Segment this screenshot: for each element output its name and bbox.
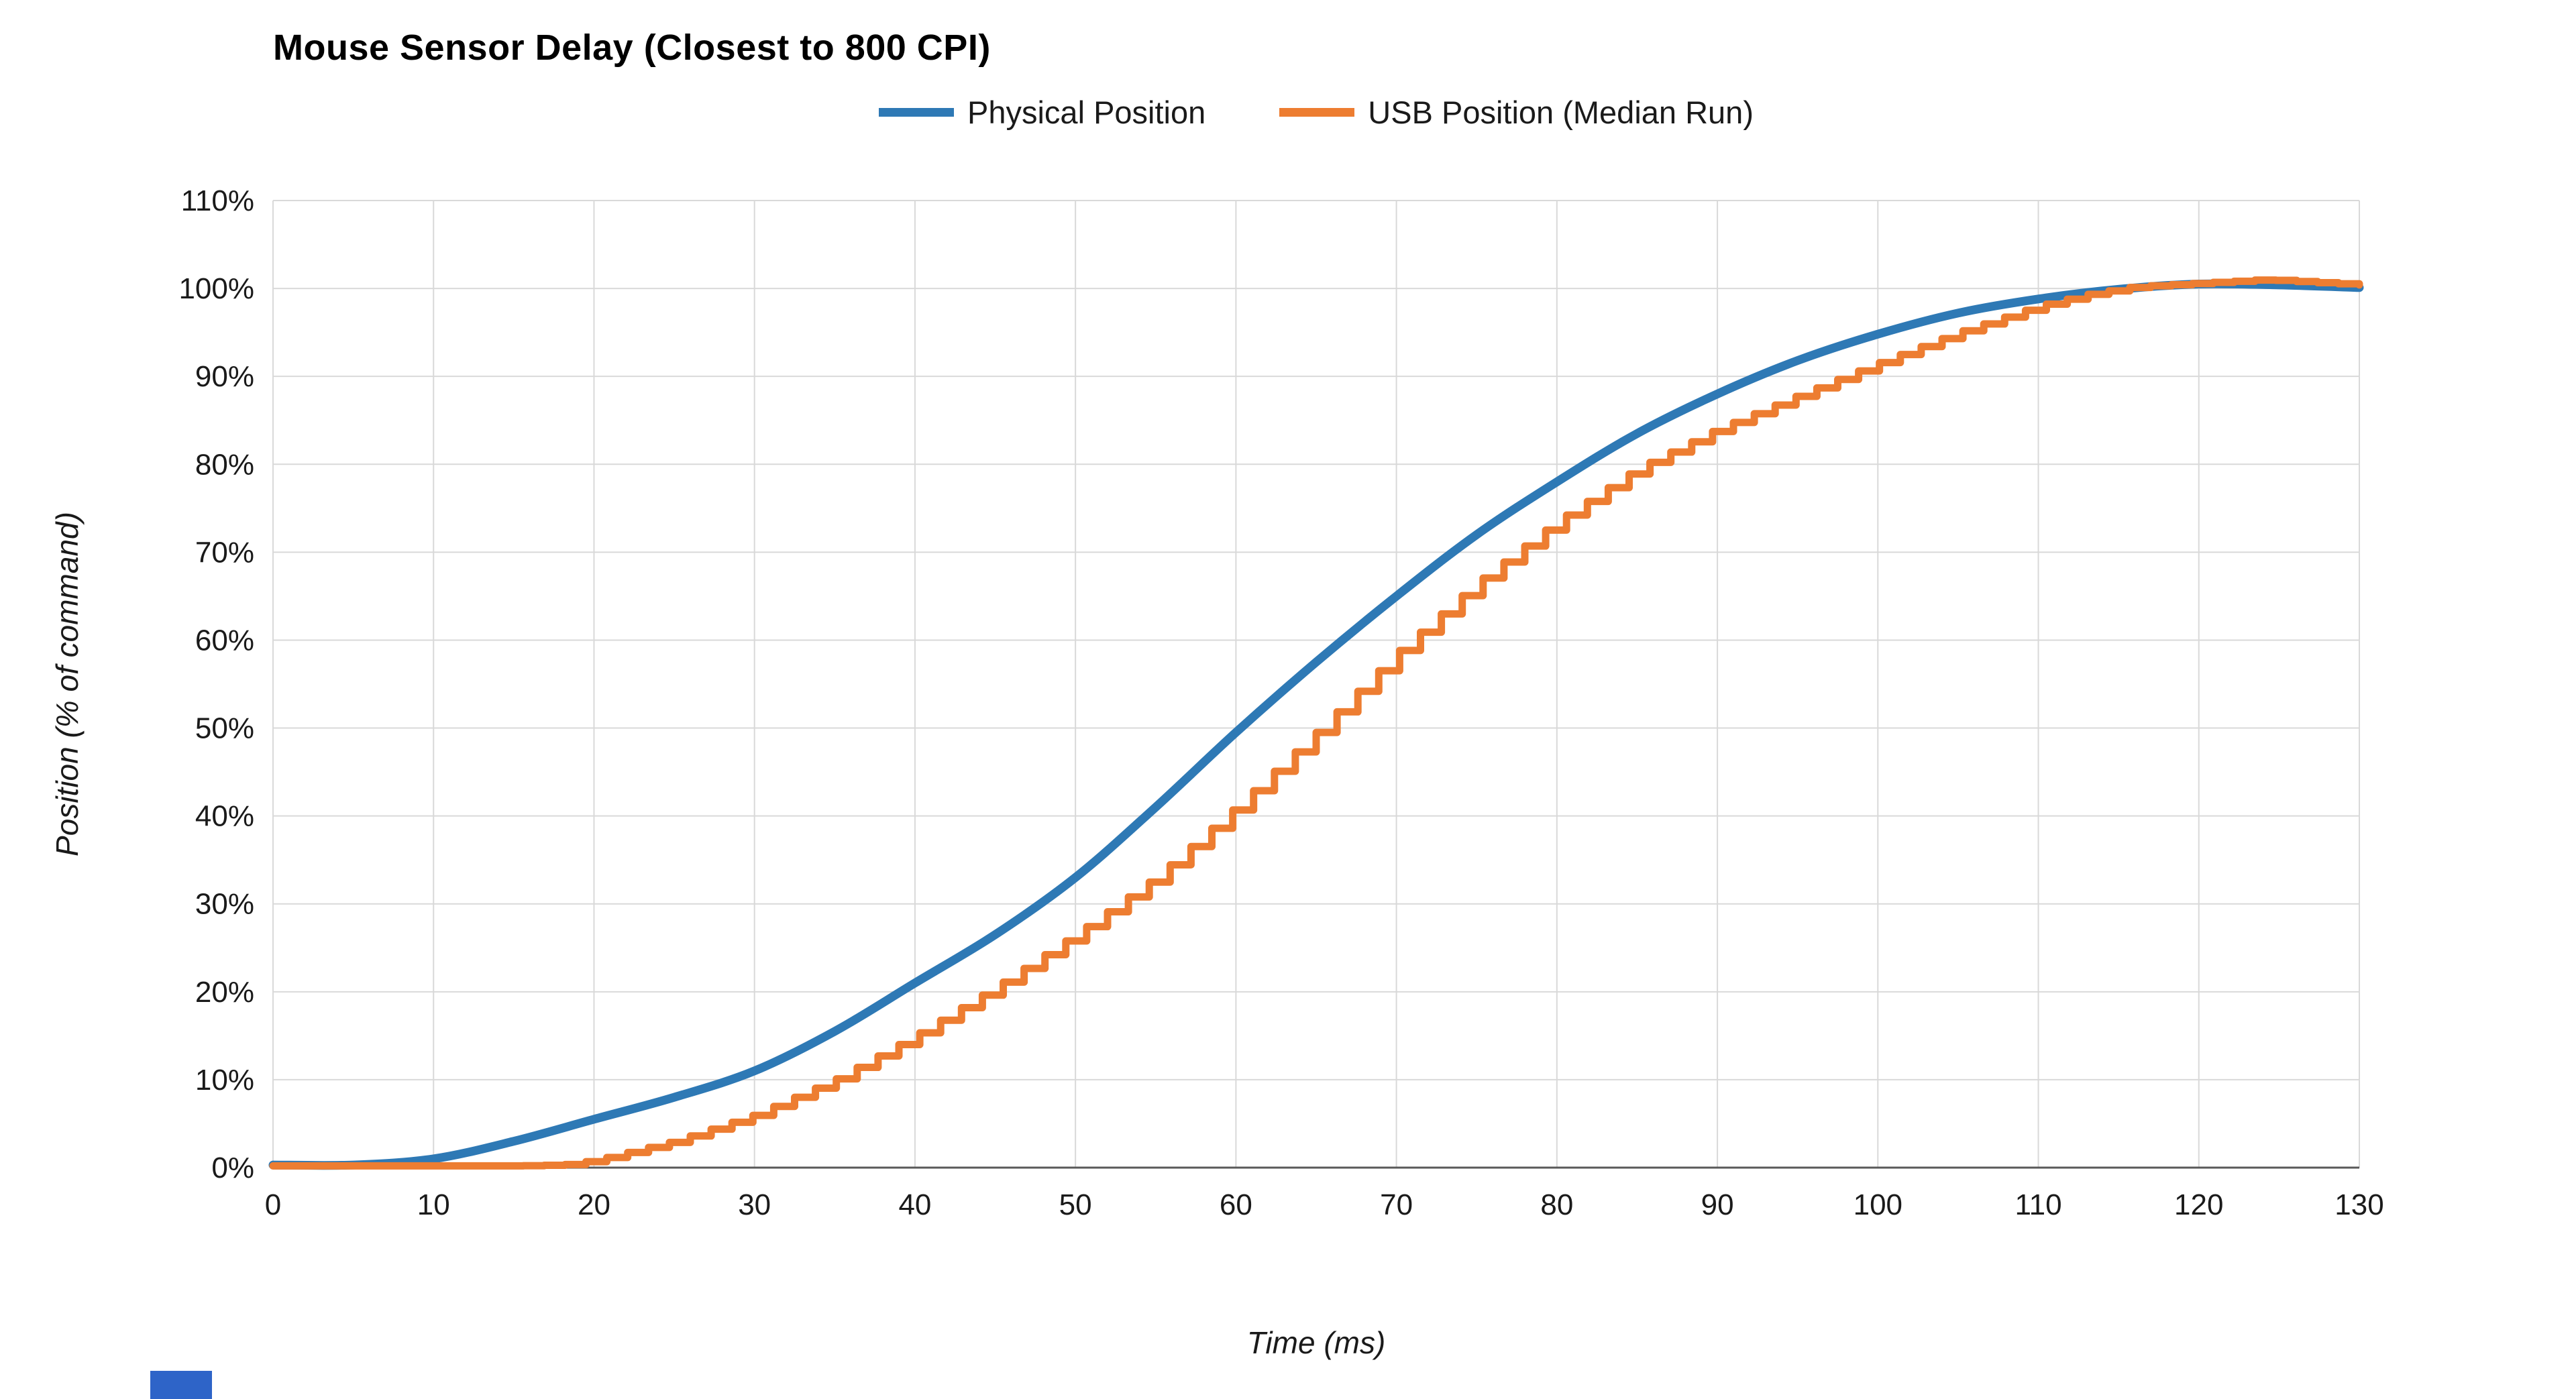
svg-text:130: 130 [2334,1188,2383,1221]
svg-text:30%: 30% [195,888,254,921]
legend-swatch-usb-position [1279,108,1355,117]
svg-text:0%: 0% [211,1152,254,1184]
legend-label-usb-position: USB Position (Median Run) [1368,95,1754,130]
taskbar-fragment [150,1371,212,1399]
svg-text:40%: 40% [195,800,254,833]
svg-text:90%: 90% [195,360,254,393]
svg-text:10%: 10% [195,1064,254,1097]
svg-text:110: 110 [2015,1188,2061,1221]
svg-text:20: 20 [578,1188,610,1221]
legend-swatch-physical-position [879,108,954,117]
svg-text:20%: 20% [195,976,254,1009]
svg-text:90: 90 [1701,1188,1734,1221]
svg-text:80%: 80% [195,448,254,481]
legend-item-usb-position: USB Position (Median Run) [1279,94,1754,131]
svg-text:50: 50 [1059,1188,1092,1221]
svg-text:30: 30 [738,1188,771,1221]
svg-text:70: 70 [1380,1188,1413,1221]
svg-text:60%: 60% [195,624,254,657]
svg-text:100: 100 [1854,1188,1902,1221]
x-axis-title: Time (ms) [1246,1325,1386,1360]
svg-text:110%: 110% [181,184,254,217]
legend-item-physical-position: Physical Position [879,94,1205,131]
svg-text:0: 0 [265,1188,281,1221]
svg-text:40: 40 [898,1188,931,1221]
svg-text:10: 10 [417,1188,450,1221]
svg-text:50%: 50% [195,712,254,745]
y-axis-title: Position (% of command) [50,512,85,856]
chart-legend: Physical Position USB Position (Median R… [273,94,2359,131]
svg-text:70%: 70% [195,536,254,569]
svg-text:60: 60 [1220,1188,1252,1221]
svg-text:120: 120 [2174,1188,2223,1221]
svg-text:80: 80 [1540,1188,1573,1221]
svg-text:100%: 100% [178,272,254,305]
legend-label-physical-position: Physical Position [967,95,1206,130]
chart-title: Mouse Sensor Delay (Closest to 800 CPI) [273,27,991,68]
